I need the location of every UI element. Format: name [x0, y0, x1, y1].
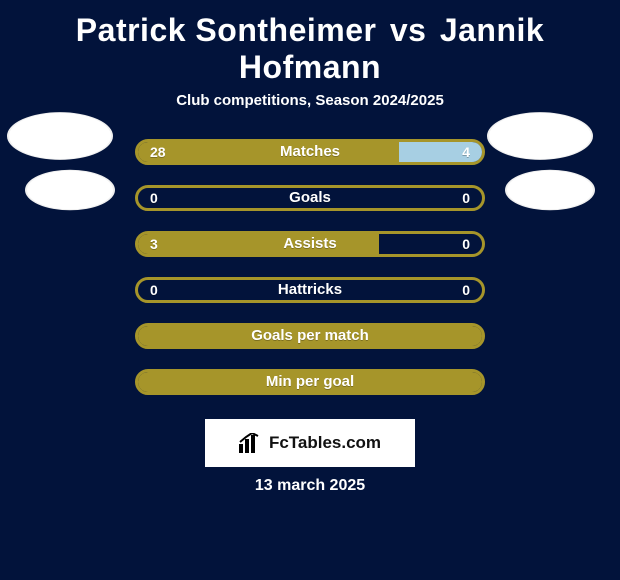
title-separator: vs — [386, 12, 431, 48]
stat-bar-left-segment — [138, 142, 399, 162]
title-left-name: Patrick Sontheimer — [76, 12, 377, 48]
flag-left-second — [25, 170, 115, 211]
stat-row: Min per goal — [0, 359, 620, 405]
flag-right-second — [505, 170, 595, 211]
stat-label: Goals — [138, 188, 482, 208]
stat-value-right: 0 — [462, 188, 470, 208]
date-label: 13 march 2025 — [0, 477, 620, 495]
stat-bar-left-segment — [138, 234, 379, 254]
stat-row: Hattricks0 0 — [0, 267, 620, 313]
stat-bar: Goals0 0 — [135, 185, 485, 211]
stat-bar: Assists30 — [135, 231, 485, 257]
stat-bar: Matches284 — [135, 139, 485, 165]
canvas: Patrick Sontheimer vs Jannik Hofmann Clu… — [0, 0, 620, 580]
subtitle: Club competitions, Season 2024/2025 — [0, 92, 620, 109]
flag-left-top — [7, 112, 113, 160]
logo-text: FcTables.com — [269, 433, 381, 453]
flag-right-top — [487, 112, 593, 160]
stat-value-left: 0 — [150, 188, 158, 208]
stat-bar: Hattricks0 0 — [135, 277, 485, 303]
stat-value-right: 0 — [462, 234, 470, 254]
stat-value-right: 0 — [462, 280, 470, 300]
stat-bar-left-segment — [138, 326, 482, 346]
stat-bar: Min per goal — [135, 369, 485, 395]
bar-chart-icon — [239, 433, 261, 453]
stat-row: Goals per match — [0, 313, 620, 359]
stat-row: Assists30 — [0, 221, 620, 267]
logo-box: FcTables.com — [205, 419, 415, 467]
stat-value-left: 0 — [150, 280, 158, 300]
stat-bar-left-segment — [138, 372, 482, 392]
stat-bar: Goals per match — [135, 323, 485, 349]
stat-bar-right-segment — [399, 142, 482, 162]
stat-label: Hattricks — [138, 280, 482, 300]
comparison-chart: Matches284Goals00Assists30Hattricks00Goa… — [0, 129, 620, 405]
page-title: Patrick Sontheimer vs Jannik Hofmann — [10, 12, 610, 86]
